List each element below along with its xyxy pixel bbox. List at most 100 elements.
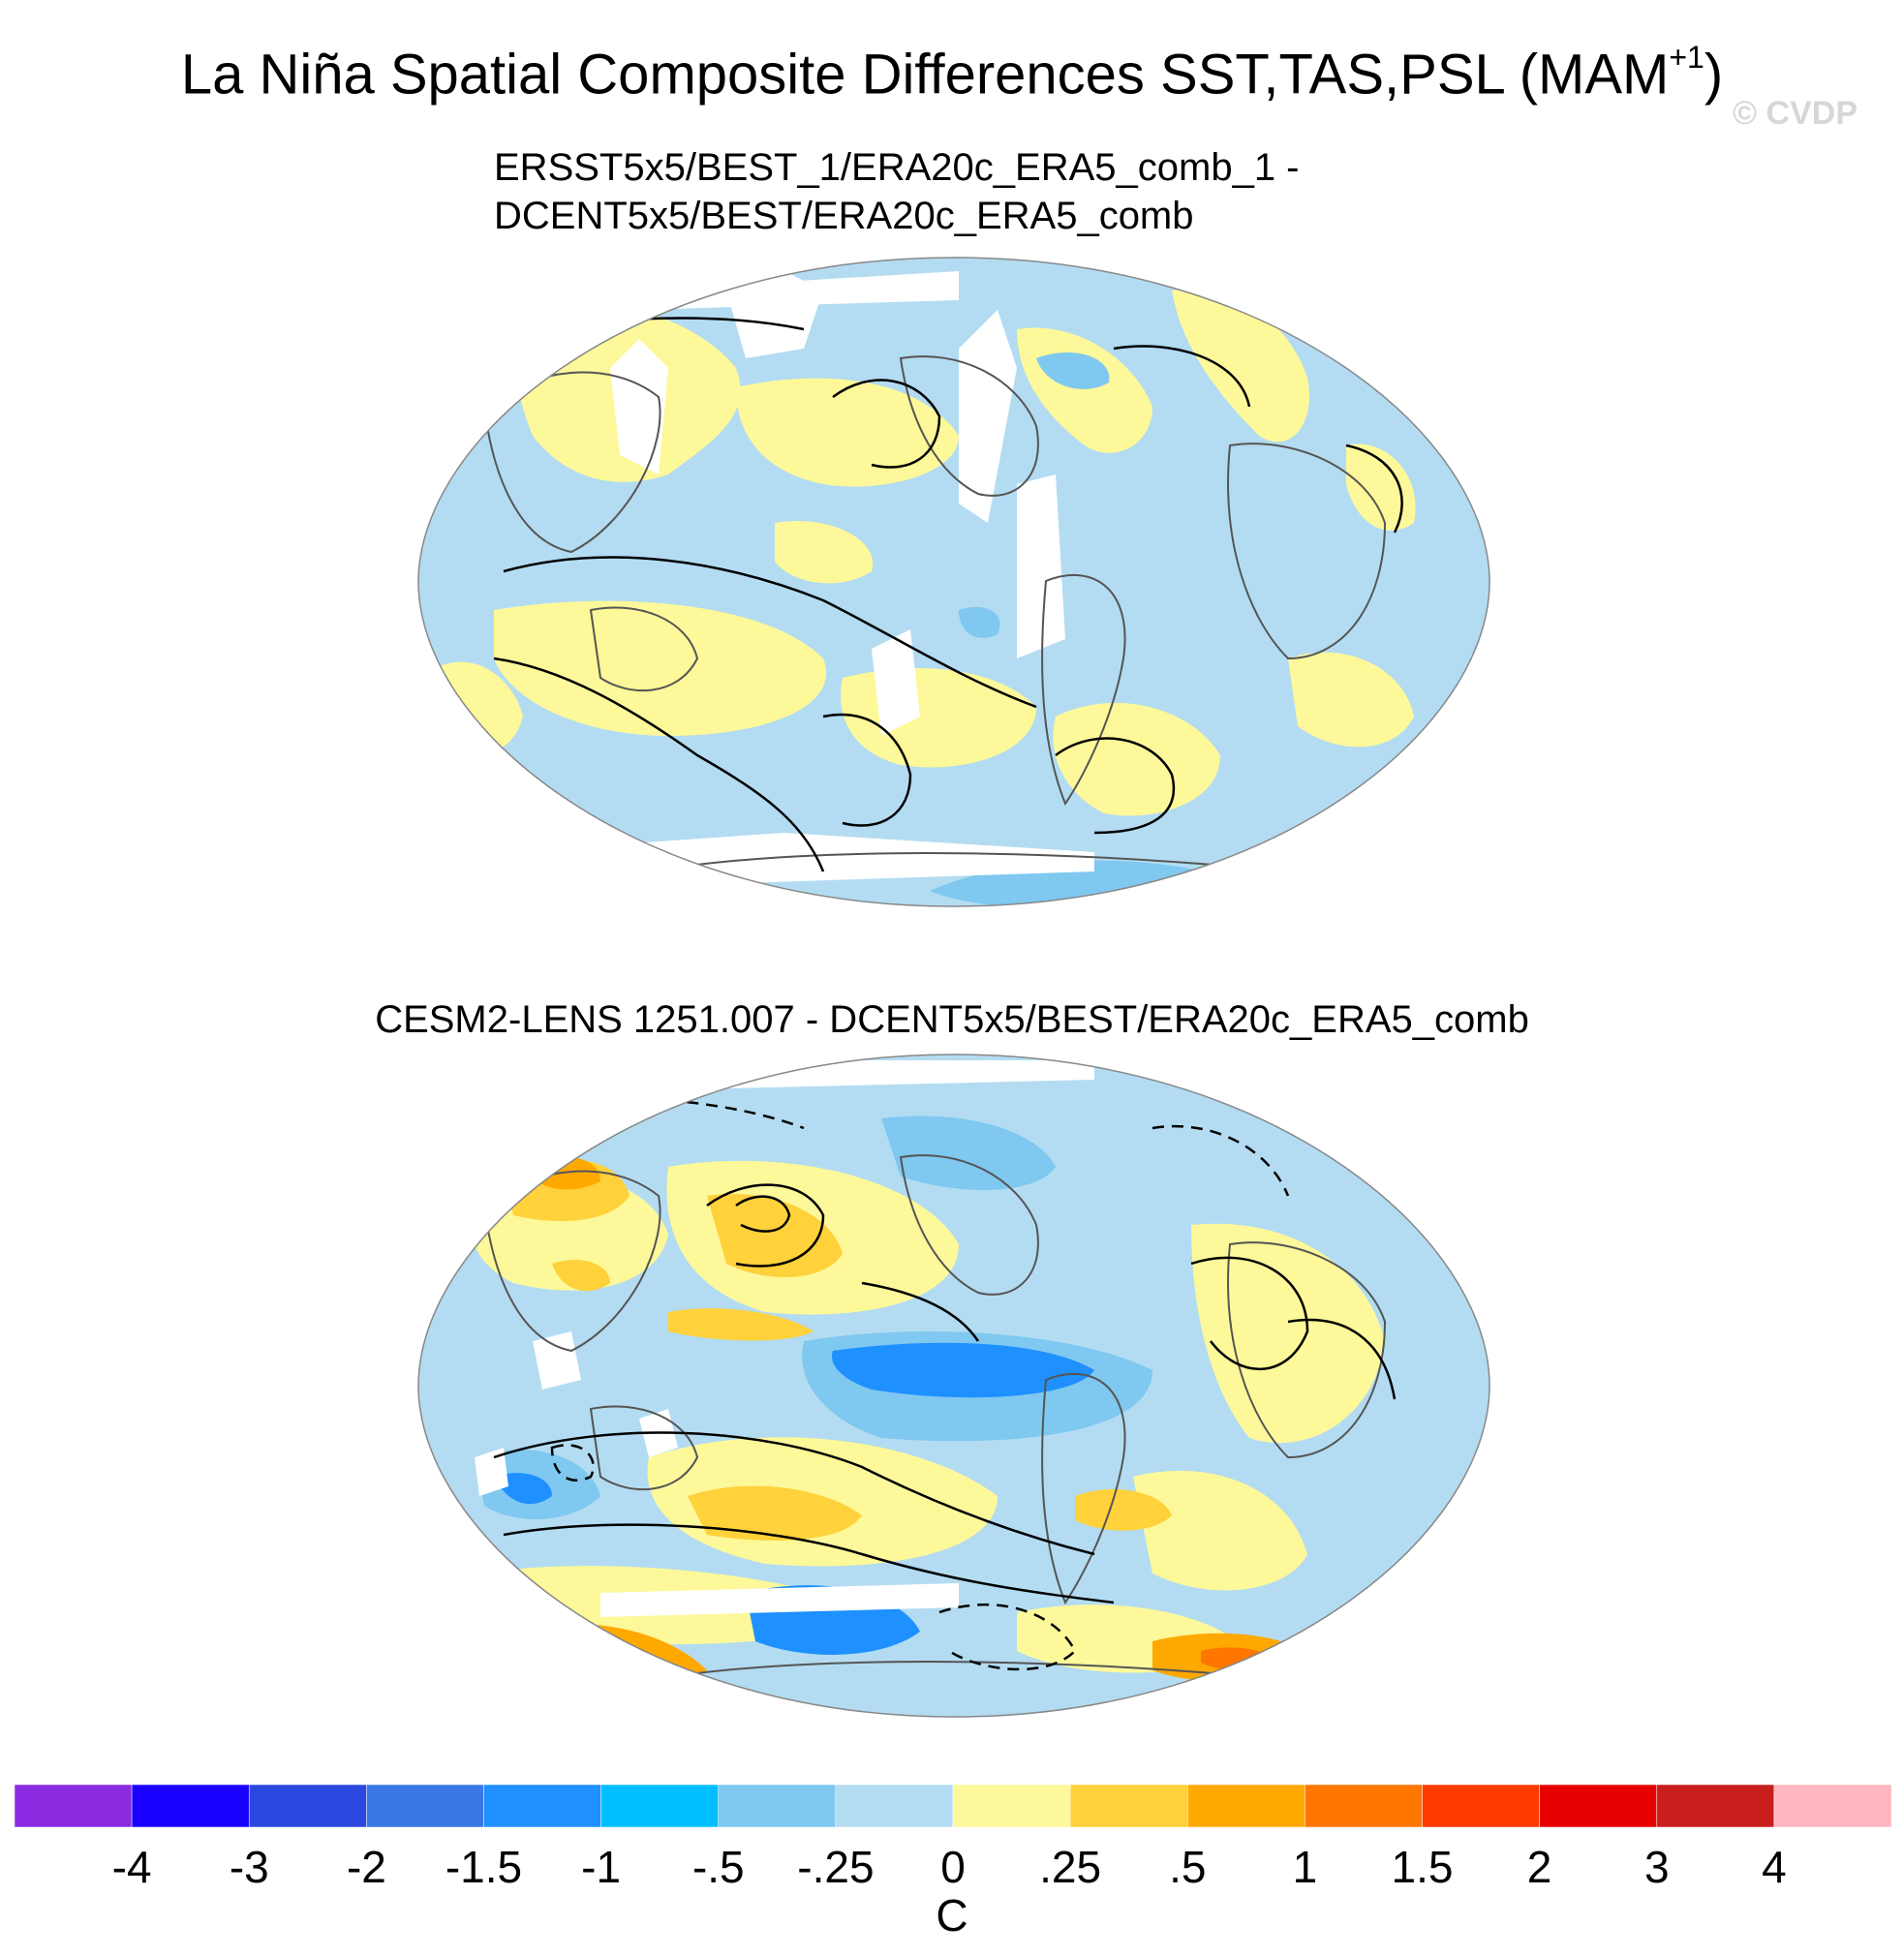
- map-1-positive-region: [494, 600, 827, 736]
- map-1-psl-contour: [493, 657, 825, 872]
- map-1-coastline: [648, 852, 1289, 872]
- colorbar-tick-label: .25: [1039, 1842, 1101, 1892]
- colorbar-swatch: [14, 1784, 133, 1828]
- map-1-positive-region: [1288, 652, 1414, 748]
- map-2-negative-strong: [832, 1342, 1094, 1398]
- map-2-missing-data: [533, 1331, 581, 1390]
- colorbar-tick-label: -4: [112, 1842, 152, 1892]
- map-2-positive-mid: [552, 1260, 610, 1292]
- map-1-psl-contour: [1055, 737, 1175, 835]
- colorbar-tick-label: 2: [1527, 1842, 1552, 1892]
- map-2-psl-contour-negative: [1152, 1124, 1290, 1197]
- map-1-psl-contour: [1345, 443, 1403, 534]
- colorbar-tick-label: 3: [1644, 1842, 1670, 1892]
- map-2-coastline: [648, 1661, 1289, 1681]
- map-1-background: [418, 258, 1489, 906]
- map-2-psl-contour: [735, 1195, 791, 1233]
- colorbar-swatch: [249, 1784, 367, 1828]
- colorbar-swatch: [600, 1784, 719, 1828]
- colorbar-swatch: [1187, 1784, 1305, 1828]
- map-1-positive-region: [775, 521, 874, 584]
- panel-2-title: CESM2-LENS 1251.007 - DCENT5x5/BEST/ERA2…: [375, 998, 1529, 1041]
- map-2-positive-mid: [688, 1485, 862, 1541]
- colorbar-tick-label: .5: [1169, 1842, 1206, 1892]
- map-2-negative-strong: [494, 1473, 552, 1505]
- map-1-coastline: [1227, 443, 1387, 660]
- map-2-missing-data: [600, 1583, 959, 1617]
- figure-title-text: La Niña Spatial Composite Differences SS…: [180, 43, 1670, 107]
- map-1-coastline: [589, 606, 699, 692]
- map-2-coastline: [589, 1405, 699, 1491]
- colorbar-tick-label: -1.5: [445, 1842, 522, 1892]
- map-2-psl-contour: [861, 1281, 980, 1342]
- map-1-psl-contour: [1113, 345, 1251, 408]
- map-1-missing-data: [610, 339, 668, 474]
- map-2-outline: [417, 1054, 1490, 1718]
- map-1-positive-region: [736, 378, 959, 487]
- colorbar-tick-label: 1: [1293, 1842, 1318, 1892]
- map-1-missing-data: [872, 629, 920, 736]
- cvdp-watermark: © CVDP: [1733, 95, 1858, 132]
- map-2-positive-region: [1133, 1470, 1307, 1591]
- map-1-negative-region: [959, 606, 1000, 638]
- colorbar: -4 -3 -2 -1.5 -1 -.5 -.25 0 .25 .5 1 1.5 2 3 4 C: [14, 1784, 1892, 1941]
- map-1-negative-region: [1036, 352, 1110, 389]
- map-2-coastline: [482, 1170, 661, 1353]
- map-1-psl-contour: [832, 379, 941, 469]
- map-2-positive-mid: [707, 1194, 843, 1277]
- colorbar-swatch: [366, 1784, 484, 1828]
- map-1-psl-contour: [822, 713, 912, 827]
- map-2-psl-contour: [1190, 1256, 1309, 1371]
- map-2-psl-contour: [493, 1431, 1095, 1556]
- figure-title: La Niña Spatial Composite Differences SS…: [0, 29, 1904, 108]
- colorbar-swatch: [835, 1784, 954, 1828]
- map-1-psl-contour: [503, 556, 1037, 709]
- colorbar-swatch: [1069, 1784, 1188, 1828]
- map-panel-2: [417, 1054, 1490, 1718]
- colorbar-tick-label: -.25: [797, 1842, 874, 1892]
- colorbar-swatch: [718, 1784, 837, 1828]
- map-1-coastline: [1041, 573, 1126, 807]
- map-2-psl-contour: [706, 1183, 825, 1268]
- colorbar-tick-label: 1.5: [1392, 1842, 1454, 1892]
- colorbar-tick-label: -.5: [692, 1842, 745, 1892]
- panel-1-title-line-1: ERSST5x5/BEST_1/ERA20c_ERA5_comb_1 -: [494, 146, 1300, 189]
- colorbar-unit-label: C: [936, 1890, 967, 1941]
- map-1-positive-region: [1053, 702, 1220, 816]
- colorbar-swatch: [131, 1784, 250, 1828]
- map-1-positive-region: [1346, 443, 1416, 531]
- panel-1-title: ERSST5x5/BEST_1/ERA20c_ERA5_comb_1 - DCE…: [494, 143, 1300, 240]
- map-2-coastline: [1227, 1241, 1387, 1459]
- map-1-coastline: [899, 355, 1039, 497]
- map-2-psl-contour-negative: [550, 1444, 595, 1482]
- colorbar-tick-label: -2: [347, 1842, 386, 1892]
- map-1-outline: [417, 257, 1490, 907]
- colorbar-tick-label: 0: [940, 1842, 966, 1892]
- map-2-positive-region: [1191, 1223, 1385, 1444]
- colorbar-swatch: [1656, 1784, 1775, 1828]
- colorbar-swatch: [952, 1784, 1071, 1828]
- map-2-psl-contour: [1287, 1318, 1397, 1400]
- map-2-missing-data: [475, 1448, 508, 1496]
- map-1-coastline: [482, 371, 661, 554]
- map-1-missing-data: [959, 310, 1017, 523]
- map-1-missing-data: [1017, 474, 1065, 658]
- map-panel-1: [417, 257, 1490, 907]
- colorbar-swatch: [1305, 1784, 1423, 1828]
- colorbar-tick-label: -3: [230, 1842, 269, 1892]
- map-1-missing-data: [639, 271, 959, 310]
- figure-title-close: ): [1704, 43, 1724, 107]
- map-2-coastline: [899, 1154, 1039, 1296]
- colorbar-swatch: [483, 1784, 601, 1828]
- colorbar-tick-label: 4: [1762, 1842, 1787, 1892]
- colorbar-tick-label: -1: [581, 1842, 621, 1892]
- figure-title-superscript: +1: [1669, 40, 1704, 75]
- panel-1-title-line-2: DCENT5x5/BEST/ERA20c_ERA5_comb: [494, 195, 1194, 237]
- colorbar-swatch: [1773, 1784, 1892, 1828]
- map-2-negative-region: [881, 1116, 1056, 1190]
- colorbar-swatch: [1539, 1784, 1657, 1828]
- map-2-positive-mid: [668, 1308, 814, 1341]
- map-2-positive-mid: [1075, 1488, 1172, 1531]
- map-2-coastline: [1041, 1372, 1126, 1605]
- colorbar-swatch: [1422, 1784, 1540, 1828]
